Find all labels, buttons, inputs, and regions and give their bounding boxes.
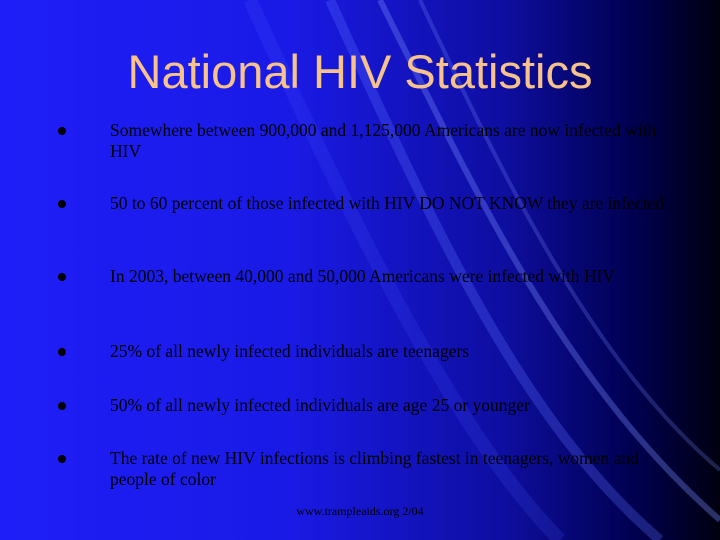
bullet-dot [58, 348, 66, 356]
bullet-text: In 2003, between 40,000 and 50,000 Ameri… [110, 266, 615, 286]
bullet-dot [58, 127, 66, 135]
bullet-dot [58, 402, 66, 410]
bullet-text: 50 to 60 percent of those infected with … [110, 193, 665, 213]
bullet-text: The rate of new HIV infections is climbi… [110, 448, 639, 489]
bullet-dot [58, 273, 66, 281]
bullet-dot [58, 455, 66, 463]
bullet-text: Somewhere between 900,000 and 1,125,000 … [110, 120, 657, 161]
bullet-text: 25% of all newly infected individuals ar… [110, 341, 470, 361]
footer: www.trampleaids.org 2/04 [296, 504, 424, 518]
bullet-dot [58, 200, 66, 208]
bullet-text: 50% of all newly infected individuals ar… [110, 395, 530, 415]
slide-title: National HIV Statistics [127, 45, 593, 98]
